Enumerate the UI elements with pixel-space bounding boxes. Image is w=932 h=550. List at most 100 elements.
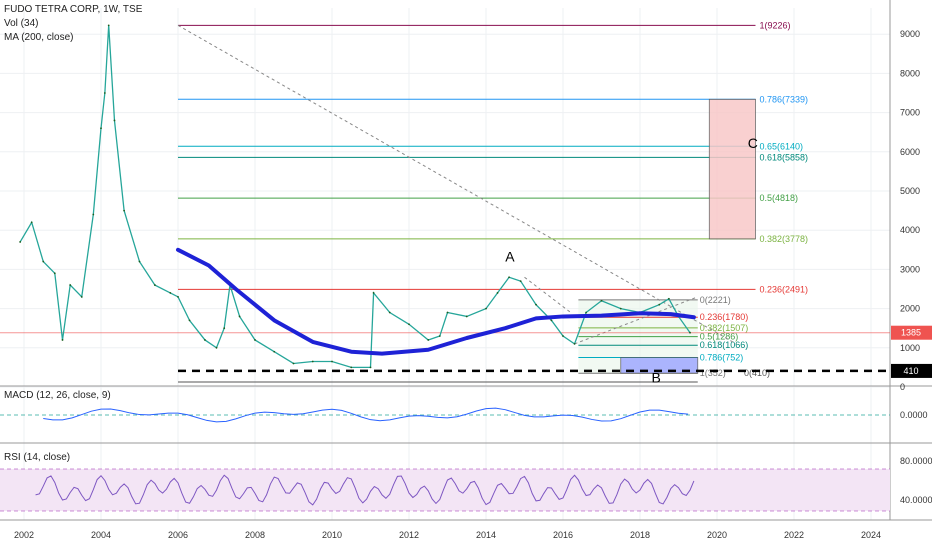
price-point bbox=[562, 335, 564, 337]
price-point bbox=[69, 284, 72, 286]
y-tick-label: 0 bbox=[900, 382, 905, 392]
price-point bbox=[535, 303, 537, 306]
fib-small-label: 1(352) bbox=[700, 368, 726, 378]
price-point bbox=[238, 315, 241, 318]
price-point bbox=[123, 209, 125, 212]
ma-title[interactable]: MA (200, close) bbox=[4, 32, 74, 43]
price-point bbox=[311, 360, 314, 363]
target-box-c bbox=[708, 98, 756, 240]
macd-pane: 0.0000 bbox=[0, 407, 928, 423]
y-tick-label: 4000 bbox=[900, 225, 920, 235]
y-tick-label: 2000 bbox=[900, 304, 920, 314]
fib-small-label: 0.786(752) bbox=[700, 353, 744, 363]
price-tag: 1385 bbox=[901, 328, 921, 338]
x-tick-label: 2012 bbox=[399, 530, 419, 540]
macd-title[interactable]: MACD (12, 26, close, 9) bbox=[4, 390, 111, 401]
fib-level-label: 0.382(3778) bbox=[760, 234, 809, 244]
y-tick-label: 5000 bbox=[900, 186, 920, 196]
y-tick-label: 7000 bbox=[900, 108, 920, 118]
price-point bbox=[388, 311, 391, 314]
price-point bbox=[92, 213, 95, 216]
x-tick-label: 2018 bbox=[630, 530, 650, 540]
price-point bbox=[465, 315, 468, 318]
fib-level-label: 0.65(6140) bbox=[760, 141, 804, 151]
price-point bbox=[519, 280, 522, 283]
macd-tick: 0.0000 bbox=[900, 410, 928, 420]
annotation-a: A bbox=[505, 249, 515, 265]
price-point bbox=[100, 127, 102, 130]
price-point bbox=[42, 260, 45, 263]
annotations: A B C bbox=[505, 135, 758, 385]
fib-small-label: 0.618(1066) bbox=[700, 340, 749, 350]
support-box bbox=[620, 357, 699, 374]
price-point bbox=[138, 260, 141, 263]
price-point bbox=[204, 339, 206, 341]
fib-small-label: 0(2221) bbox=[700, 295, 731, 305]
price-point bbox=[485, 307, 487, 310]
rsi-title[interactable]: RSI (14, close) bbox=[4, 452, 71, 463]
price-tag-bg bbox=[891, 325, 932, 340]
ma-series bbox=[176, 247, 696, 356]
price-point bbox=[177, 295, 179, 298]
x-tick-label: 2010 bbox=[322, 530, 342, 540]
price-point bbox=[573, 342, 576, 345]
price-point bbox=[350, 366, 353, 369]
price-point bbox=[585, 311, 587, 314]
price-point bbox=[427, 339, 430, 341]
symbol-title[interactable]: FUDO TETRA CORP, 1W, TSE bbox=[4, 4, 143, 15]
fib-level-label: 0.5(4818) bbox=[760, 193, 799, 203]
price-point bbox=[446, 311, 449, 314]
price-point bbox=[53, 272, 56, 275]
rsi-pane: 80.0000 40.0000 bbox=[0, 456, 932, 512]
annotation-b: B bbox=[652, 369, 661, 385]
price-point bbox=[658, 303, 661, 306]
trend-line bbox=[574, 296, 698, 345]
x-tick-label: 2004 bbox=[91, 530, 111, 540]
x-tick-label: 2006 bbox=[168, 530, 188, 540]
price-point bbox=[188, 319, 191, 322]
price-point bbox=[292, 362, 295, 365]
price-point bbox=[30, 221, 33, 224]
macd-line bbox=[43, 407, 689, 423]
price-point bbox=[508, 276, 510, 279]
price-point bbox=[331, 360, 333, 363]
price-point bbox=[154, 284, 156, 286]
price-point bbox=[372, 292, 375, 294]
price-point bbox=[61, 339, 64, 341]
price-point bbox=[107, 24, 110, 27]
y-tick-label: 3000 bbox=[900, 264, 920, 274]
price-point bbox=[113, 119, 116, 122]
rsi-tick: 80.0000 bbox=[900, 456, 932, 466]
fib-level-label: 0.618(5858) bbox=[760, 152, 809, 162]
price-point bbox=[254, 339, 256, 341]
rsi-band bbox=[0, 469, 890, 511]
rsi-line bbox=[35, 474, 695, 506]
price-point bbox=[550, 319, 553, 322]
rsi-tick: 40.0000 bbox=[900, 495, 932, 505]
price-point bbox=[496, 292, 499, 294]
x-tick-label: 2002 bbox=[14, 530, 34, 540]
trend-line bbox=[177, 24, 737, 345]
volume-title[interactable]: Vol (34) bbox=[4, 18, 39, 29]
zones bbox=[620, 98, 756, 374]
axes: 2002 2004 2006 2008 2010 2012 2014 2016 2018 2020… bbox=[14, 29, 932, 540]
price-point bbox=[273, 350, 276, 353]
x-tick-label: 2020 bbox=[707, 530, 727, 540]
fib-levels: 1(9226) 0.786(7339) 0.65(6140)0.618(5858) 0… bbox=[178, 20, 808, 294]
x-tick-label: 2024 bbox=[861, 530, 881, 540]
x-tick-label: 2022 bbox=[784, 530, 804, 540]
price-point bbox=[369, 366, 372, 369]
trend-lines bbox=[0, 24, 890, 373]
price-point bbox=[619, 307, 622, 310]
price-point bbox=[600, 299, 603, 302]
price-point bbox=[169, 292, 172, 294]
y-tick-label: 6000 bbox=[900, 147, 920, 157]
price-point bbox=[438, 335, 441, 337]
price-point bbox=[223, 327, 226, 330]
fib-level-label: 0.236(2491) bbox=[760, 284, 809, 294]
fib-small-label: 0.236(1780) bbox=[700, 312, 749, 322]
fib-level-label: 0.786(7339) bbox=[760, 94, 809, 104]
fib-small-zero-label: 0(410) bbox=[744, 368, 770, 378]
price-point bbox=[408, 323, 410, 326]
